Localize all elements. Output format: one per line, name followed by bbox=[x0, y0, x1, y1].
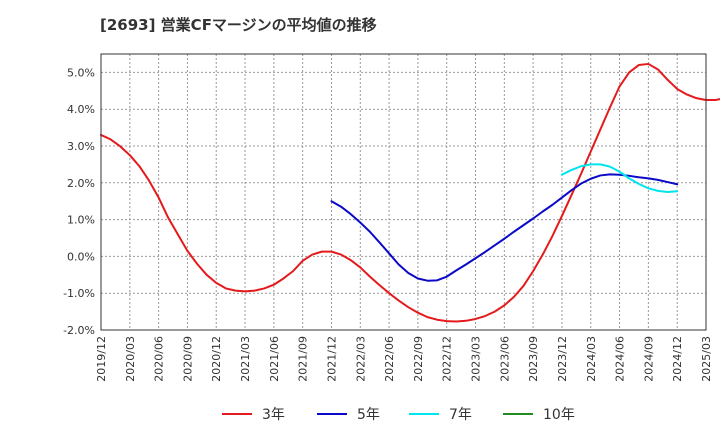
plot-border bbox=[100, 53, 707, 331]
legend-label-3: 10年 bbox=[543, 407, 575, 423]
x-tick-label: 2024/03 bbox=[585, 336, 598, 382]
x-tick-label: 2023/06 bbox=[498, 336, 511, 382]
x-tick-label: 2022/06 bbox=[383, 336, 396, 382]
y-tick-label: 5.0% bbox=[67, 66, 95, 79]
x-tick-label: 2025/03 bbox=[700, 336, 713, 382]
grid-layer bbox=[100, 54, 707, 331]
y-tick-label: 3.0% bbox=[67, 140, 95, 153]
plot-background bbox=[101, 54, 706, 330]
x-tick-label: 2023/03 bbox=[470, 336, 483, 382]
x-tick-label: 2022/12 bbox=[441, 336, 454, 382]
x-tick-label: 2024/06 bbox=[614, 336, 627, 382]
series-line-2 bbox=[560, 163, 679, 193]
x-tick-label: 2024/12 bbox=[671, 336, 684, 382]
y-tick-label: -1.0% bbox=[63, 287, 95, 300]
y-tick-label: 0.0% bbox=[67, 250, 95, 263]
legend-label-1: 5年 bbox=[357, 407, 380, 423]
series-layer bbox=[100, 62, 720, 323]
x-tick-label: 2021/12 bbox=[325, 336, 338, 382]
y-tick-label: 1.0% bbox=[67, 214, 95, 227]
chart-title: [2693] 営業CFマージンの平均値の推移 bbox=[100, 16, 377, 34]
x-tick-label: 2021/06 bbox=[268, 336, 281, 382]
x-tick-label: 2019/12 bbox=[95, 336, 108, 382]
legend-label-0: 3年 bbox=[262, 407, 285, 423]
x-tick-label: 2020/09 bbox=[181, 336, 194, 382]
x-axis: 2019/12 2020/03 2020/06 2020/09 2020/12 2021/… bbox=[95, 336, 713, 382]
x-tick-label: 2021/09 bbox=[297, 336, 310, 382]
x-tick-label: 2020/12 bbox=[210, 336, 223, 382]
x-tick-label: 2020/06 bbox=[153, 336, 166, 382]
series-line-0 bbox=[100, 62, 720, 323]
x-tick-label: 2020/03 bbox=[124, 336, 137, 382]
x-tick-label: 2021/03 bbox=[239, 336, 252, 382]
y-tick-label: -2.0% bbox=[63, 324, 95, 337]
x-tick-label: 2023/09 bbox=[527, 336, 540, 382]
y-tick-label: 4.0% bbox=[67, 103, 95, 116]
legend: 3年 5年 7年 10年 bbox=[222, 407, 575, 423]
y-axis: 5.0% 4.0% 3.0% 2.0% 1.0% 0.0% -1.0% -2.0% bbox=[63, 66, 95, 337]
x-tick-label: 2022/09 bbox=[412, 336, 425, 382]
x-tick-label: 2024/09 bbox=[642, 336, 655, 382]
x-tick-label: 2022/03 bbox=[354, 336, 367, 382]
legend-label-2: 7年 bbox=[449, 407, 472, 423]
series-line-1 bbox=[330, 173, 679, 282]
y-tick-label: 2.0% bbox=[67, 177, 95, 190]
x-tick-label: 2023/12 bbox=[556, 336, 569, 382]
